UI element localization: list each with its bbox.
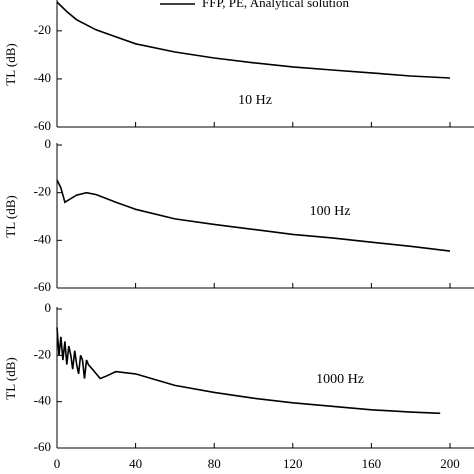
x-tick-label: 160	[362, 456, 382, 471]
x-tick-label: 0	[54, 456, 61, 471]
annotation: 10 Hz	[238, 93, 272, 108]
y-tick-label: -40	[34, 231, 51, 246]
y-tick-label: -40	[34, 393, 51, 408]
annotation: 1000 Hz	[316, 372, 364, 387]
series-line	[56, 1, 451, 79]
annotation: 100 Hz	[310, 204, 351, 219]
x-tick-label: 200	[440, 456, 460, 471]
legend-label: FFP, PE, Analytical solution	[202, 0, 349, 10]
x-tick-label: 40	[129, 456, 142, 471]
series-line	[56, 327, 441, 415]
y-tick-label: 0	[45, 300, 52, 315]
series-line	[56, 179, 451, 252]
x-tick-label: 80	[208, 456, 221, 471]
y-tick-label: 0	[45, 136, 52, 151]
y-tick-label: -60	[34, 439, 51, 454]
y-tick-label: -60	[34, 118, 51, 133]
y-tick-label: -60	[34, 279, 51, 294]
y-axis-label: TL (dB)	[3, 195, 18, 237]
y-tick-label: -20	[34, 22, 51, 37]
y-axis-label: TL (dB)	[3, 357, 18, 399]
y-tick-label: -40	[34, 70, 51, 85]
y-axis-label: TL (dB)	[3, 43, 18, 85]
x-tick-label: 120	[283, 456, 303, 471]
y-tick-label: -20	[34, 346, 51, 361]
y-tick-label: -20	[34, 184, 51, 199]
